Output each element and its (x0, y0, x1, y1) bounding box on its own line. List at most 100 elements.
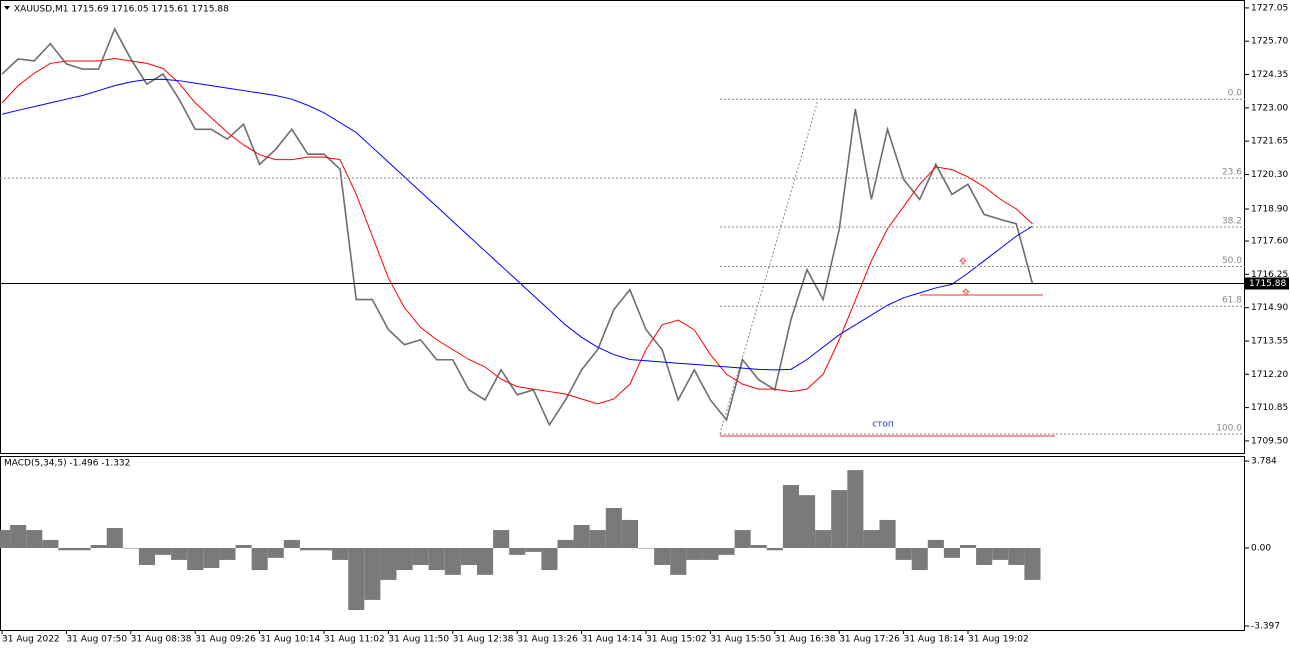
macd-bar (960, 544, 977, 548)
macd-bar (831, 490, 848, 548)
macd-bar (412, 547, 429, 565)
macd-bar (686, 547, 703, 560)
fib-label: 50.0 (1222, 256, 1242, 266)
macd-bar (283, 539, 300, 548)
fib-label: 100.0 (1216, 424, 1242, 434)
macd-bar (203, 547, 220, 568)
macd-bar (654, 547, 671, 565)
macd-bar (428, 547, 445, 571)
y-tick-label: 1713.55 (1251, 336, 1288, 346)
macd-title: MACD(5,34,5) -1.496 -1.332 (4, 459, 130, 469)
current-price-label: 1715.88 (1249, 279, 1286, 289)
macd-bar (605, 508, 622, 548)
macd-bar (766, 547, 783, 551)
macd-bar (638, 547, 655, 549)
x-tick-label: 31 Aug 13:26 (517, 635, 578, 645)
x-tick-label: 31 Aug 2022 (2, 635, 60, 645)
macd-bar (348, 547, 365, 611)
y-tick-label: 1725.70 (1251, 37, 1288, 47)
macd-bar (557, 539, 574, 548)
macd-bar (380, 547, 397, 580)
macd-bar (219, 547, 236, 560)
x-tick-label: 31 Aug 15:02 (646, 635, 707, 645)
x-tick-label: 31 Aug 11:50 (388, 635, 449, 645)
y-tick-label: 1714.90 (1251, 303, 1288, 313)
fib-label: 61.8 (1222, 296, 1242, 306)
macd-bar (799, 495, 816, 548)
fib-label: 0.0 (1228, 89, 1243, 99)
macd-bar (621, 519, 638, 548)
macd-bar (444, 547, 461, 575)
x-tick-label: 31 Aug 17:26 (839, 635, 900, 645)
macd-bar (879, 519, 896, 548)
x-tick-label: 31 Aug 12:38 (453, 635, 514, 645)
macd-bar (171, 547, 188, 560)
macd-bar (106, 527, 123, 548)
macd-bar (0, 530, 11, 548)
y-tick-label: 1727.05 (1251, 3, 1288, 13)
y-tick-label: 1721.65 (1251, 137, 1288, 147)
x-tick-label: 31 Aug 14:14 (582, 635, 643, 645)
macd-bar (26, 530, 43, 548)
arrow-mark (962, 288, 970, 296)
arrow-mark (959, 257, 967, 265)
menu-triangle (4, 6, 10, 10)
macd-bar (976, 547, 993, 565)
macd-bar (815, 530, 832, 548)
macd-bar (702, 547, 719, 560)
macd-bar (541, 547, 558, 571)
macd-bar (74, 547, 91, 551)
price-line (1, 78, 1033, 371)
y-tick-label: 1712.20 (1251, 370, 1288, 380)
macd-bar (155, 547, 172, 555)
macd-bar (396, 547, 413, 571)
x-tick-label: 31 Aug 07:50 (66, 635, 127, 645)
y-tick-label: 3.784 (1251, 457, 1277, 467)
macd-bar (589, 530, 606, 548)
x-tick-label: 31 Aug 16:38 (775, 635, 836, 645)
macd-bar (734, 530, 751, 548)
y-tick-label: 1709.50 (1251, 436, 1288, 446)
macd-bar (927, 539, 944, 548)
y-tick-label: 1720.30 (1251, 170, 1288, 180)
macd-bar (138, 547, 155, 565)
x-tick-label: 31 Aug 09:26 (195, 635, 256, 645)
macd-bar (847, 470, 864, 548)
stop-label: стоп (872, 420, 894, 430)
macd-bar (1008, 547, 1025, 565)
macd-bar (493, 530, 510, 548)
y-tick-label: 1716.25 (1251, 270, 1288, 280)
price-line (1, 26, 1034, 427)
macd-bar (187, 547, 204, 571)
current-price-box (1245, 277, 1289, 290)
macd-bar (251, 547, 268, 571)
macd-bar (750, 544, 767, 548)
macd-bar (670, 547, 687, 575)
macd-bar (718, 547, 735, 555)
macd-bar (316, 547, 333, 551)
macd-bar (509, 547, 526, 555)
y-tick-label: 1717.60 (1251, 237, 1288, 247)
macd-bar (235, 544, 252, 548)
y-tick-label: -3.397 (1251, 622, 1280, 632)
macd-bar (1024, 547, 1041, 580)
fib-label: 38.2 (1222, 217, 1242, 227)
fib-trend-line (719, 99, 819, 435)
x-tick-label: 31 Aug 10:14 (260, 635, 321, 645)
x-tick-label: 31 Aug 15:50 (710, 635, 771, 645)
macd-bar (267, 547, 284, 558)
macd-bar (10, 525, 27, 548)
macd-bar (782, 485, 799, 548)
macd-bar (911, 547, 928, 571)
y-tick-label: 1718.90 (1251, 204, 1288, 214)
x-tick-label: 31 Aug 18:14 (904, 635, 965, 645)
y-tick-label: 0.00 (1251, 543, 1271, 553)
chart-title: XAUUSD,M1 1715.69 1716.05 1715.61 1715.8… (14, 5, 229, 15)
price-line (1, 57, 1033, 405)
macd-bar (332, 547, 349, 560)
macd-bar (460, 547, 477, 565)
y-tick-label: 1723.00 (1251, 103, 1288, 113)
macd-bar (122, 547, 139, 549)
macd-bar (863, 530, 880, 548)
